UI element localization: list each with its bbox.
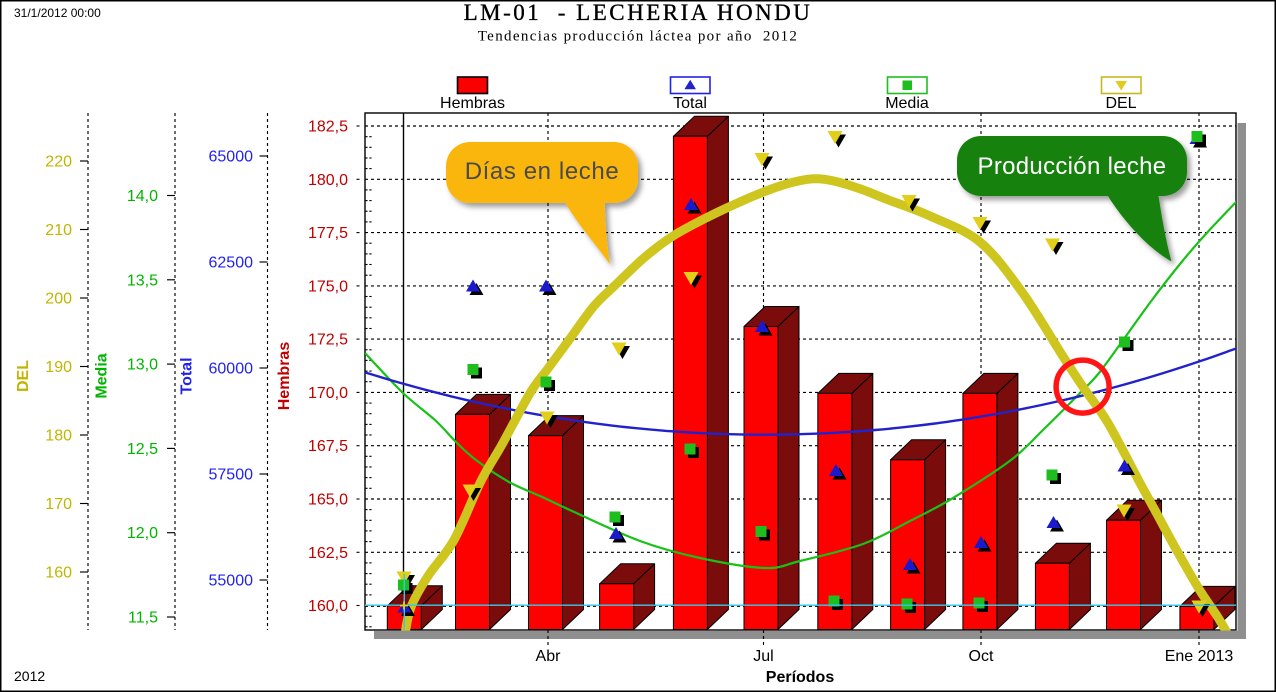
svg-text:160,0: 160,0 (308, 598, 348, 615)
svg-text:Hembras: Hembras (276, 342, 293, 411)
svg-text:LM-01 - LECHERIA HONDU: LM-01 - LECHERIA HONDU (464, 0, 813, 25)
svg-text:Ene 2013: Ene 2013 (1165, 648, 1234, 665)
svg-text:162,5: 162,5 (308, 545, 348, 562)
svg-text:57500: 57500 (209, 467, 254, 484)
svg-text:DEL: DEL (15, 360, 32, 392)
svg-text:Días en leche: Días en leche (465, 158, 620, 185)
svg-text:167,5: 167,5 (308, 438, 348, 455)
svg-text:60000: 60000 (209, 361, 254, 378)
svg-text:12,5: 12,5 (127, 441, 158, 458)
svg-text:Períodos: Períodos (766, 669, 835, 686)
svg-text:Oct: Oct (969, 648, 994, 665)
svg-text:65000: 65000 (209, 149, 254, 166)
svg-text:14,0: 14,0 (127, 188, 158, 205)
svg-text:Total: Total (179, 357, 196, 394)
svg-text:62500: 62500 (209, 255, 254, 272)
svg-text:190: 190 (45, 359, 72, 376)
svg-text:12,0: 12,0 (127, 525, 158, 542)
svg-text:170,0: 170,0 (308, 385, 348, 402)
svg-text:220: 220 (45, 154, 72, 171)
svg-text:13,0: 13,0 (127, 357, 158, 374)
svg-text:160: 160 (45, 565, 72, 582)
svg-text:Media: Media (885, 95, 929, 112)
svg-text:Jul: Jul (753, 648, 773, 665)
svg-text:13,5: 13,5 (127, 272, 158, 289)
svg-text:165,0: 165,0 (308, 492, 348, 509)
svg-text:175,0: 175,0 (308, 278, 348, 295)
svg-text:182,5: 182,5 (308, 119, 348, 136)
svg-text:Total: Total (673, 95, 707, 112)
svg-text:31/1/2012 00:00: 31/1/2012 00:00 (14, 6, 101, 20)
svg-text:210: 210 (45, 222, 72, 239)
svg-text:55000: 55000 (209, 573, 254, 590)
svg-text:Producción leche: Producción leche (978, 153, 1167, 180)
svg-text:180: 180 (45, 428, 72, 445)
svg-text:Hembras: Hembras (440, 95, 505, 112)
svg-text:180,0: 180,0 (308, 172, 348, 189)
svg-text:170: 170 (45, 496, 72, 513)
svg-text:2012: 2012 (14, 668, 45, 684)
svg-text:Media: Media (94, 353, 111, 398)
svg-text:Abr: Abr (536, 648, 562, 665)
svg-text:11,5: 11,5 (128, 610, 158, 627)
svg-text:172,5: 172,5 (308, 332, 348, 349)
svg-text:177,5: 177,5 (308, 225, 348, 242)
svg-text:Tendencias producción láctea p: Tendencias producción láctea por año 201… (478, 29, 799, 45)
svg-text:DEL: DEL (1105, 95, 1136, 112)
svg-text:200: 200 (45, 291, 72, 308)
